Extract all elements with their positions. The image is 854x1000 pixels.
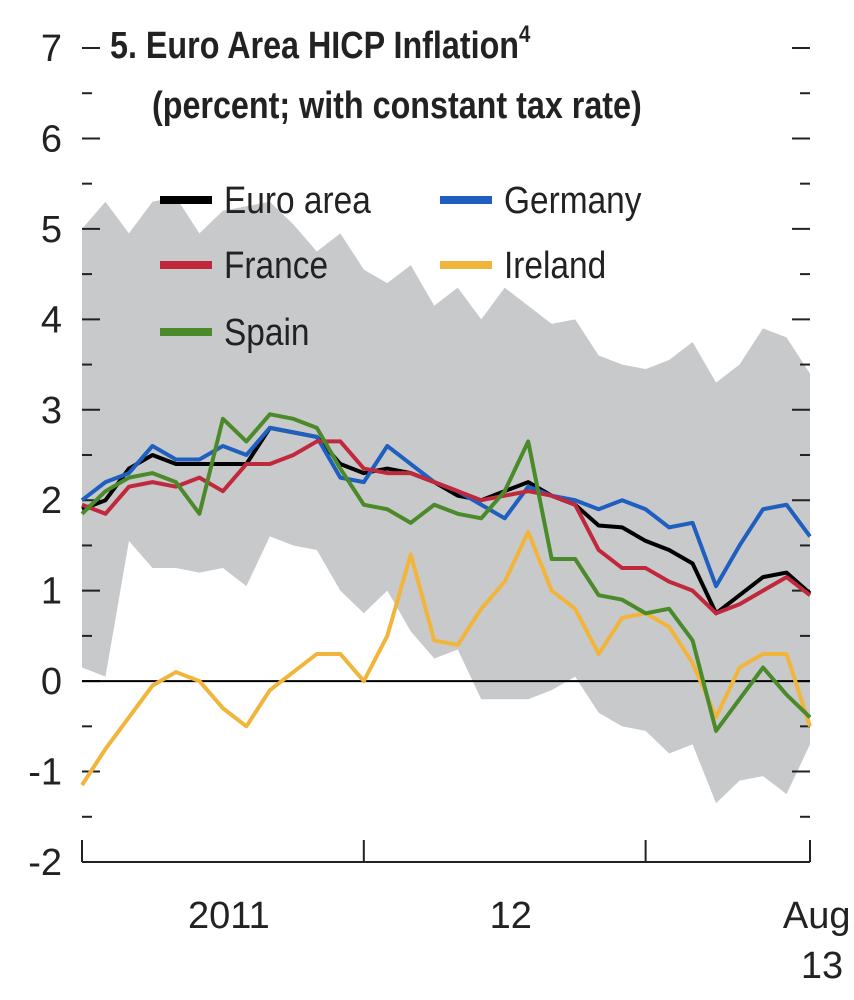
legend-label: Germany	[504, 179, 642, 221]
line-series	[81, 439, 812, 616]
y-tick-label: -1	[28, 752, 62, 794]
x-tick-label-line: Aug.	[783, 895, 854, 937]
range-band	[82, 197, 810, 804]
legend-label: France	[224, 244, 328, 286]
x-tick-label: Aug. 13	[783, 895, 854, 987]
y-tick-label: -2	[28, 842, 62, 884]
x-tick-label: 12	[490, 895, 532, 937]
line-series	[81, 425, 812, 616]
y-tick-label: 2	[41, 480, 62, 522]
chart-title: 5. Euro Area HICP Inflation4	[110, 20, 531, 66]
title-text: 5. Euro Area HICP Inflation	[110, 25, 519, 67]
y-tick-label: 5	[41, 209, 62, 251]
y-tick-label: 3	[41, 390, 62, 432]
chart-subtitle: (percent; with constant tax rate)	[152, 85, 642, 127]
y-tick-label: 0	[41, 661, 62, 703]
x-tick-label: 2011	[188, 895, 270, 937]
y-tick-label: 6	[41, 118, 62, 160]
legend-label: Euro area	[224, 179, 371, 221]
y-tick-label: 4	[41, 299, 62, 341]
legend-label: Spain	[224, 311, 310, 353]
y-tick-label: 7	[41, 28, 62, 70]
y-tick-label: 1	[41, 571, 62, 613]
line-series	[80, 529, 812, 787]
line-series	[80, 412, 812, 733]
x-tick-label-line: 13	[801, 945, 843, 987]
legend-label: Ireland	[504, 244, 606, 286]
title-note: 4	[519, 20, 531, 47]
